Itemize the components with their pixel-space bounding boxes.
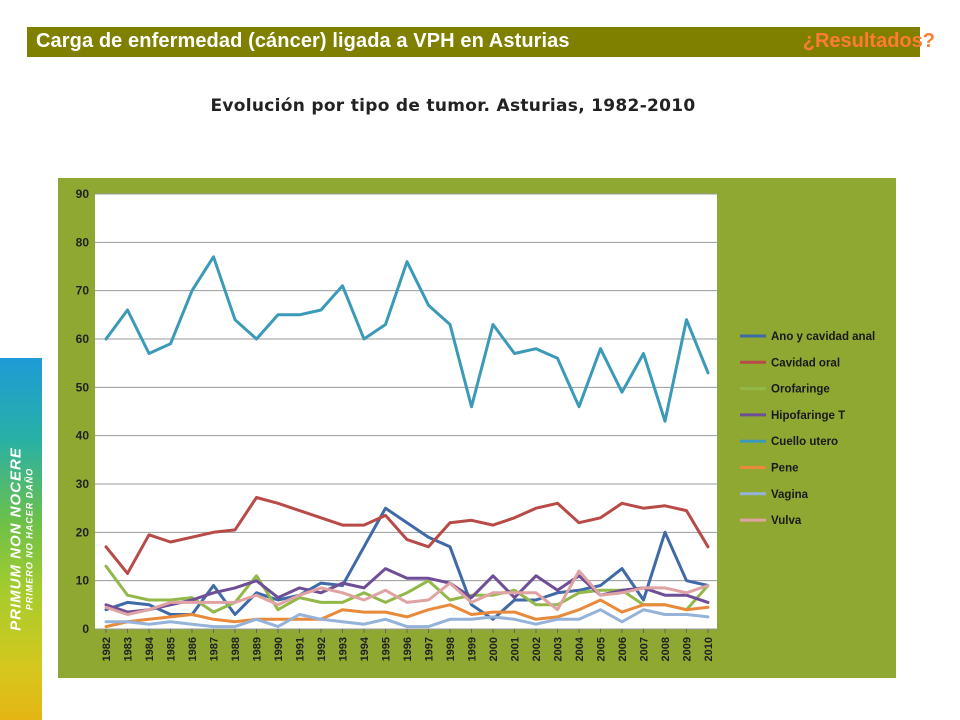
grid-lines bbox=[95, 193, 717, 630]
series-line-5 bbox=[104, 598, 710, 629]
x-tick-label: 1999 bbox=[467, 637, 479, 661]
y-tick-label: 30 bbox=[76, 477, 90, 491]
banner-line2: PRIMERO NO HACER DAÑO bbox=[24, 467, 35, 611]
y-tick-label: 70 bbox=[76, 284, 90, 298]
header-results-link[interactable]: ¿Resultados? bbox=[802, 30, 935, 52]
x-tick-label: 2001 bbox=[510, 637, 522, 661]
x-tick-label: 1994 bbox=[359, 636, 371, 661]
x-tick-label: 2002 bbox=[531, 637, 543, 661]
banner-text: PRIMUM NON NOCERE PRIMERO NO HACER DAÑO bbox=[8, 447, 35, 631]
x-tick-label: 2006 bbox=[617, 637, 629, 661]
y-tick-label: 90 bbox=[76, 187, 90, 201]
legend-label-0: Ano y cavidad anal bbox=[771, 331, 875, 343]
series-line-4 bbox=[104, 255, 710, 423]
banner-line1: PRIMUM NON NOCERE bbox=[7, 447, 25, 631]
x-tick-label: 1997 bbox=[424, 637, 436, 661]
x-tick-label: 1983 bbox=[123, 637, 135, 661]
x-tick-label: 2005 bbox=[596, 637, 608, 661]
x-tick-label: 2010 bbox=[703, 637, 715, 661]
legend-label-2: Orofaringe bbox=[771, 384, 830, 396]
y-tick-label: 10 bbox=[76, 574, 90, 588]
x-tick-label: 2004 bbox=[574, 636, 586, 661]
x-tick-label: 1991 bbox=[295, 637, 307, 661]
line-chart: 0 10 20 30 40 50 60 70 80 90 1982 1983 1984 1985 1986… bbox=[58, 178, 896, 678]
y-tick-label: 20 bbox=[76, 525, 90, 539]
plot-area bbox=[95, 194, 717, 629]
legend-label-5: Pene bbox=[771, 463, 799, 475]
side-banner: PRIMUM NON NOCERE PRIMERO NO HACER DAÑO bbox=[0, 358, 42, 720]
x-tick-label: 1984 bbox=[144, 636, 156, 661]
x-axis-ticks: 1982 1983 1984 1985 1986 1987 1988 1989 1990 1991… bbox=[101, 629, 715, 661]
x-tick-label: 1982 bbox=[101, 637, 113, 661]
x-tick-label: 1985 bbox=[166, 637, 178, 661]
x-tick-label: 1996 bbox=[402, 637, 414, 661]
chart-title: Evolución por tipo de tumor. Asturias, 1… bbox=[210, 96, 696, 116]
x-tick-label: 2007 bbox=[639, 637, 651, 661]
y-tick-label: 0 bbox=[82, 622, 89, 636]
x-tick-label: 1986 bbox=[187, 637, 199, 661]
header-title: Carga de enfermedad (cáncer) ligada a VP… bbox=[36, 30, 570, 52]
x-tick-label: 1998 bbox=[445, 637, 457, 661]
header-bar bbox=[27, 27, 920, 57]
y-tick-label: 40 bbox=[76, 429, 90, 443]
x-tick-label: 1993 bbox=[338, 637, 350, 661]
legend-label-1: Cavidad oral bbox=[771, 357, 840, 369]
y-tick-label: 60 bbox=[76, 332, 90, 346]
x-tick-label: 1989 bbox=[252, 637, 264, 661]
x-tick-label: 1987 bbox=[209, 637, 221, 661]
series-lines bbox=[104, 255, 710, 629]
y-tick-label: 80 bbox=[76, 235, 90, 249]
x-tick-label: 2009 bbox=[682, 637, 694, 661]
legend: Ano y cavidad anal Cavidad oral Orofaringe… bbox=[740, 331, 875, 527]
x-tick-label: 2003 bbox=[553, 637, 565, 661]
y-axis-ticks: 0 10 20 30 40 50 60 70 80 90 bbox=[76, 187, 90, 636]
legend-label-4: Cuello utero bbox=[771, 436, 838, 448]
legend-label-3: Hipofaringe T bbox=[771, 410, 845, 422]
legend-label-7: Vulva bbox=[771, 515, 802, 527]
y-tick-label: 50 bbox=[76, 380, 90, 394]
x-tick-label: 1992 bbox=[316, 637, 328, 661]
series-line-6 bbox=[104, 608, 710, 629]
legend-label-6: Vagina bbox=[771, 489, 809, 501]
x-tick-label: 1990 bbox=[273, 637, 285, 661]
x-tick-label: 2008 bbox=[660, 637, 672, 661]
x-tick-label: 2000 bbox=[488, 637, 500, 661]
series-line-2 bbox=[104, 564, 710, 614]
series-line-1 bbox=[104, 496, 710, 575]
series-line-7 bbox=[104, 569, 710, 616]
x-tick-label: 1995 bbox=[381, 637, 393, 661]
x-tick-label: 1988 bbox=[230, 637, 242, 661]
